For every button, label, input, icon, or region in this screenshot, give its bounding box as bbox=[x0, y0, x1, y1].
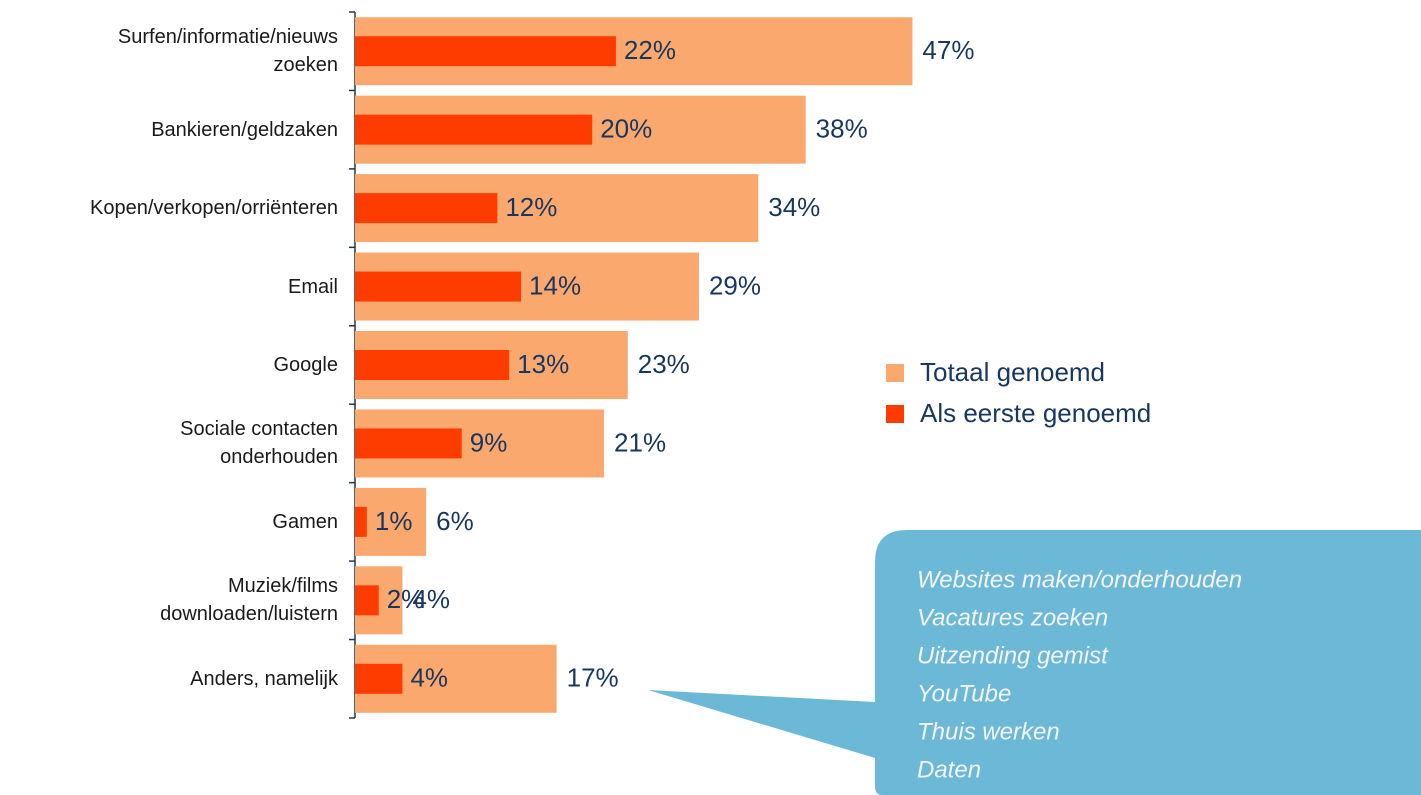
bar bbox=[355, 193, 498, 224]
value-label: 4% bbox=[412, 584, 450, 614]
value-label: 20% bbox=[600, 114, 652, 144]
value-label: 4% bbox=[410, 663, 448, 693]
callout-text: Uitzending gemist bbox=[917, 642, 1109, 669]
bar bbox=[355, 663, 403, 694]
callout-text: Vacatures zoeken bbox=[917, 604, 1108, 631]
value-label: 6% bbox=[436, 506, 474, 536]
callout-text: Thuis werken bbox=[917, 718, 1060, 745]
legend-label: Als eerste genoemd bbox=[920, 398, 1151, 428]
value-label: 12% bbox=[505, 192, 557, 222]
value-label: 9% bbox=[470, 427, 508, 457]
category-label: Sociale contacten onderhouden bbox=[180, 418, 338, 469]
bar bbox=[355, 350, 510, 380]
category-label: Bankieren/geldzaken bbox=[151, 118, 338, 141]
value-label: 1% bbox=[375, 506, 413, 536]
category-label: Google bbox=[273, 354, 339, 376]
value-label: 47% bbox=[922, 35, 974, 65]
legend-label: Totaal genoemd bbox=[920, 357, 1105, 387]
bar bbox=[355, 428, 462, 459]
value-label: 13% bbox=[517, 349, 569, 379]
legend-swatch bbox=[886, 364, 904, 382]
callout-text: YouTube bbox=[917, 680, 1011, 707]
value-label: 22% bbox=[624, 35, 676, 65]
category-label: Gamen bbox=[272, 510, 338, 533]
legend-swatch bbox=[886, 405, 904, 423]
bar bbox=[355, 36, 616, 67]
callout bbox=[648, 530, 1421, 795]
category-label: Email bbox=[287, 275, 338, 298]
bar bbox=[355, 585, 379, 616]
category-label: Anders, namelijk bbox=[190, 667, 338, 690]
value-label: 34% bbox=[768, 192, 820, 222]
bar bbox=[355, 114, 593, 145]
bar bbox=[355, 271, 522, 302]
category-label: Muziek/films downloaden/luistern bbox=[160, 575, 338, 626]
bar bbox=[355, 506, 367, 537]
value-label: 17% bbox=[567, 663, 619, 693]
value-label: 21% bbox=[614, 427, 666, 457]
value-label: 14% bbox=[529, 270, 581, 300]
value-label: 29% bbox=[709, 270, 761, 300]
category-label: Kopen/verkopen/orriënteren bbox=[90, 197, 338, 220]
category-label: Surfen/informatie/nieuws zoeken bbox=[117, 26, 338, 77]
value-label: 2% bbox=[387, 584, 425, 614]
value-label: 23% bbox=[638, 349, 690, 379]
callout-text: Daten bbox=[917, 756, 981, 783]
callout-text: Websites maken/onderhouden bbox=[917, 566, 1242, 593]
value-label: 38% bbox=[816, 114, 868, 144]
